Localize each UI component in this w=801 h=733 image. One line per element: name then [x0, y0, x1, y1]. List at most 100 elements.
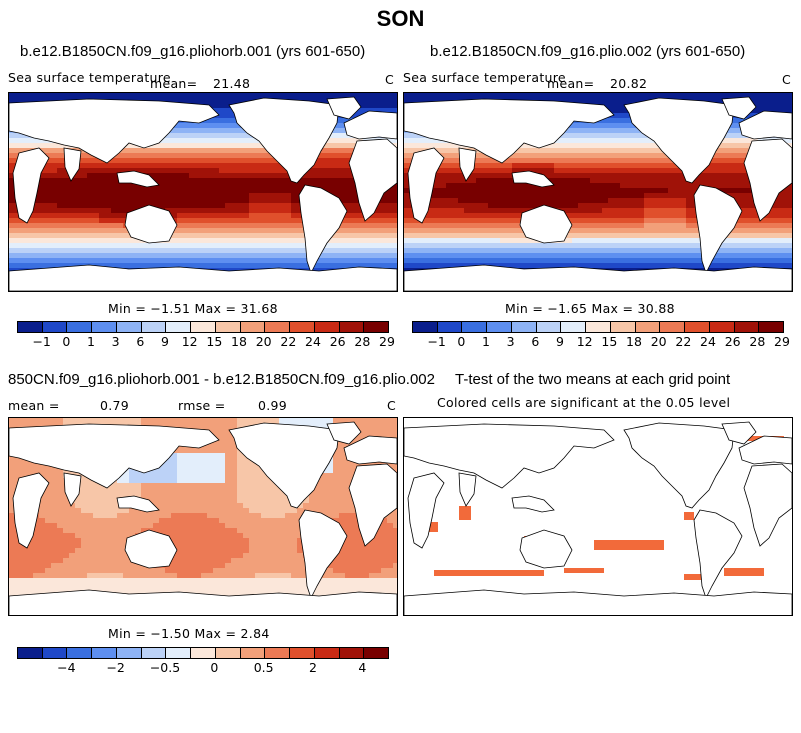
land-europe	[738, 435, 792, 465]
land-europe	[343, 435, 397, 465]
colorbar-2-labels: −1 0 1 3 6 9 12 15 18 20 22 24 26 28 29	[412, 334, 790, 350]
colorbar-swatch	[18, 648, 43, 658]
panel-3-units: C	[387, 398, 397, 413]
land-south-america	[693, 184, 743, 275]
land-africa	[12, 472, 50, 549]
colorbar-tick-label: −2	[106, 660, 125, 675]
panel-2-mean-label: mean=	[547, 76, 595, 91]
colorbar-swatch	[462, 322, 488, 332]
colorbar-tick-label: −1	[427, 334, 446, 349]
colorbar-tick-label: 18	[231, 334, 247, 349]
colorbar-swatch	[759, 322, 784, 332]
colorbar-tick-label: 1	[482, 334, 490, 349]
map-panel-2	[403, 92, 793, 292]
colorbar-swatch	[166, 648, 192, 658]
colorbar-swatch	[487, 322, 512, 332]
colorbar-swatch	[141, 648, 167, 658]
colorbar-tick-label: 26	[724, 334, 741, 349]
panel-4-title: T-test of the two means at each grid poi…	[455, 371, 731, 388]
land-maritime-asia	[511, 495, 555, 513]
land-greenland	[721, 96, 757, 120]
significant-cell	[424, 522, 438, 532]
colorbar-swatch	[660, 322, 686, 332]
colorbar-swatch	[141, 322, 167, 332]
land-india	[63, 472, 82, 507]
colorbar-3-labels: −4 −2 −0.5 0 0.5 2 4	[17, 660, 387, 676]
colorbar-1	[17, 321, 389, 333]
land-north-america	[623, 422, 735, 509]
colorbar-tick-label: −1	[32, 334, 51, 349]
land-australia	[519, 529, 573, 569]
colorbar-swatch	[685, 322, 710, 332]
colorbar-tick-label: 12	[576, 334, 593, 349]
land-africa-east	[348, 138, 397, 222]
land-india	[458, 472, 477, 507]
colorbar-swatch	[413, 322, 438, 332]
colorbar-tick-label: 29	[774, 334, 790, 349]
colorbar-tick-label: 6	[531, 334, 540, 349]
colorbar-swatch	[215, 648, 241, 658]
colorbar-tick-label: 20	[650, 334, 667, 349]
colorbar-swatch	[709, 322, 735, 332]
colorbar-tick-label: 15	[601, 334, 618, 349]
colorbar-swatch	[191, 322, 216, 332]
colorbar-tick-label: 3	[506, 334, 515, 349]
colorbar-swatch	[116, 322, 142, 332]
colorbar-tick-label: 3	[111, 334, 120, 349]
panel-3-mean-label: mean =	[8, 398, 60, 413]
land-maritime-asia	[116, 495, 160, 513]
colorbar-tick-label: 24	[305, 334, 321, 349]
land-antarctica	[9, 264, 397, 291]
colorbar-swatch	[191, 648, 216, 658]
colorbar-tick-label: 22	[675, 334, 692, 349]
colorbar-swatch	[215, 322, 241, 332]
land-india	[63, 147, 82, 182]
colorbar-2	[412, 321, 784, 333]
land-south-america	[693, 509, 743, 600]
colorbar-tick-label: 4	[358, 660, 367, 675]
colorbar-swatch	[240, 322, 266, 332]
panel-2-title: b.e12.B1850CN.f09_g16.plio.002 (yrs 601-…	[430, 43, 746, 60]
panel-2-minmax: Min = −1.65 Max = 30.88	[505, 301, 675, 316]
land-australia	[124, 204, 178, 244]
colorbar-tick-label: 1	[87, 334, 95, 349]
significant-cell	[594, 540, 664, 550]
land-eurasia	[9, 423, 220, 489]
land-africa	[407, 147, 445, 224]
land-antarctica	[404, 589, 792, 615]
land-maritime-asia	[511, 170, 555, 188]
land-south-america	[298, 509, 348, 600]
colorbar-1-labels: −1 0 1 3 6 9 12 15 18 20 22 24 26 28 29	[17, 334, 395, 350]
colorbar-swatch	[339, 322, 365, 332]
panel-3-minmax: Min = −1.50 Max = 2.84	[108, 626, 270, 641]
colorbar-swatch	[67, 322, 93, 332]
land-eurasia	[9, 98, 220, 164]
colorbar-swatch	[610, 322, 636, 332]
colorbar-tick-label: 12	[181, 334, 198, 349]
colorbar-tick-label: 24	[700, 334, 716, 349]
panel-1-minmax: Min = −1.51 Max = 31.68	[108, 301, 278, 316]
colorbar-swatch	[561, 322, 587, 332]
land-antarctica	[9, 589, 397, 615]
colorbar-tick-label: 6	[136, 334, 145, 349]
land-india	[458, 147, 477, 182]
colorbar-swatch	[314, 322, 340, 332]
colorbar-tick-label: 15	[206, 334, 223, 349]
colorbar-swatch	[67, 648, 93, 658]
panel-2-mean: 20.82	[610, 76, 648, 91]
colorbar-tick-label: 29	[379, 334, 395, 349]
significant-cell	[434, 570, 544, 576]
land-africa-east	[743, 138, 792, 222]
land-africa	[407, 472, 445, 549]
colorbar-tick-label: 0.5	[253, 660, 274, 675]
significant-cell	[724, 568, 764, 576]
colorbar-swatch	[314, 648, 340, 658]
panel-1-variable: Sea surface temperature	[8, 70, 171, 85]
colorbar-tick-label: 2	[309, 660, 317, 675]
colorbar-tick-label: 0	[210, 660, 219, 675]
land-greenland	[721, 421, 757, 445]
panel-2-units: C	[782, 72, 792, 87]
land-eurasia	[404, 423, 615, 489]
land-europe	[738, 110, 792, 140]
colorbar-swatch	[536, 322, 562, 332]
